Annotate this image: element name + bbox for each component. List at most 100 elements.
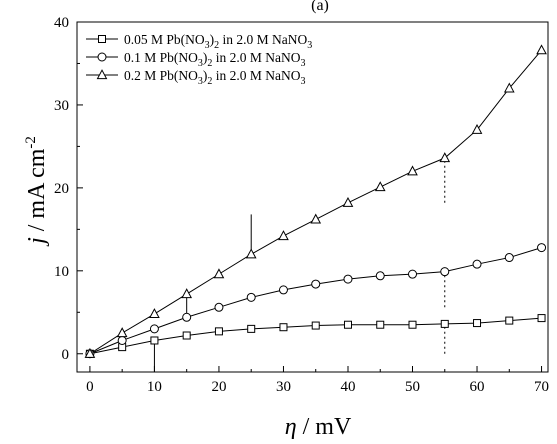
square-marker — [214, 327, 223, 336]
plot-area — [76, 21, 549, 373]
triangle-marker — [536, 44, 547, 55]
legend-text-part: in 2.0 M NaNO — [219, 32, 307, 47]
y-tick-label: 30 — [54, 98, 69, 114]
triangle-marker — [96, 69, 108, 80]
legend-subscript: 2 — [207, 76, 212, 87]
y-tick-label: 0 — [62, 347, 70, 363]
y-axis-unit: / mA cm — [24, 148, 50, 237]
x-axis-title: η / mV — [285, 414, 352, 440]
triangle-marker — [116, 327, 128, 338]
triangle-marker — [149, 308, 160, 319]
circle-marker — [182, 312, 192, 322]
y-axis-symbol: j — [24, 237, 50, 247]
square-marker — [440, 319, 449, 328]
triangle-marker — [181, 288, 193, 299]
legend-subscript: 2 — [207, 58, 212, 69]
circle-marker — [117, 335, 127, 345]
series-2 — [85, 243, 547, 359]
y-tick-label: 20 — [54, 181, 69, 197]
x-tick-label: 60 — [470, 379, 485, 395]
square-marker — [150, 336, 159, 345]
square-marker — [537, 314, 546, 323]
legend-text-part: ) — [203, 50, 208, 65]
legend-subscript: 3 — [198, 58, 203, 69]
plot-frame — [76, 21, 549, 373]
x-tick-label: 40 — [340, 379, 355, 395]
legend-item: 0.2 M Pb(NO3)2 in 2.0 M NaNO3 — [86, 68, 306, 87]
triangle-marker — [245, 248, 257, 259]
square-marker — [279, 323, 288, 332]
y-tick-label: 10 — [54, 264, 69, 280]
legend-subscript: 3 — [301, 76, 306, 87]
square-marker — [376, 320, 385, 329]
legend-label: 0.2 M Pb(NO3)2 in 2.0 M NaNO3 — [124, 68, 306, 87]
x-tick-label: 30 — [276, 379, 291, 395]
square-marker — [408, 320, 417, 329]
circle-marker — [97, 52, 107, 62]
legend-label: 0.05 M Pb(NO3)2 in 2.0 M NaNO3 — [124, 32, 312, 51]
legend-text-part: in 2.0 M NaNO — [212, 50, 300, 65]
circle-marker — [408, 269, 418, 279]
square-marker — [505, 316, 514, 325]
legend-text-part: in 2.0 M NaNO — [212, 68, 300, 83]
x-tick-label: 20 — [211, 379, 226, 395]
legend-subscript: 3 — [301, 58, 306, 69]
triangle-marker — [374, 181, 386, 192]
triangle-marker — [213, 268, 225, 279]
legend-subscript: 3 — [205, 40, 210, 51]
circle-marker — [375, 271, 385, 281]
circle-marker — [246, 292, 256, 302]
y-axis-title: j / mA cm-2 — [23, 136, 50, 247]
legend-subscript: 3 — [198, 76, 203, 87]
triangle-marker — [407, 165, 418, 176]
legend-text-part: 0.2 M Pb(NO — [124, 68, 198, 83]
square-marker — [311, 321, 320, 330]
legend-text-part: 0.05 M Pb(NO — [124, 32, 205, 47]
legend-label: 0.1 M Pb(NO3)2 in 2.0 M NaNO3 — [124, 50, 306, 69]
triangle-marker — [342, 196, 354, 207]
legend-text-part: 0.1 M Pb(NO — [124, 50, 198, 65]
x-axis-symbol: η — [285, 414, 297, 440]
square-marker — [343, 320, 352, 329]
legend-item: 0.1 M Pb(NO3)2 in 2.0 M NaNO3 — [86, 50, 306, 69]
circle-marker — [214, 302, 224, 312]
triangle-marker — [310, 213, 322, 224]
circle-marker — [343, 274, 353, 284]
legend-subscript: 2 — [214, 40, 219, 51]
legend-item: 0.05 M Pb(NO3)2 in 2.0 M NaNO3 — [86, 32, 312, 51]
x-tick-label: 70 — [534, 379, 549, 395]
y-tick-label: 40 — [54, 15, 69, 31]
x-axis-ticks: 0 10 20 30 40 50 60 70 — [86, 366, 549, 395]
circle-marker — [278, 285, 288, 295]
x-axis-unit: / mV — [297, 414, 352, 440]
y-axis-ticks: 0 10 20 30 40 — [54, 15, 83, 363]
triangle-marker — [278, 230, 289, 241]
y-axis-exponent: -2 — [23, 136, 39, 149]
legend-subscript: 3 — [307, 40, 312, 51]
circle-marker — [440, 267, 450, 277]
x-tick-label: 50 — [405, 379, 420, 395]
circle-marker — [504, 253, 514, 263]
circle-marker — [537, 243, 547, 253]
x-tick-label: 0 — [86, 379, 94, 395]
series-line — [89, 49, 542, 355]
circle-marker — [311, 279, 321, 289]
square-marker — [98, 35, 106, 43]
circle-marker — [149, 324, 159, 334]
triangle-marker — [439, 152, 451, 163]
panel-label: (a) — [311, 0, 329, 14]
legend-text-part: ) — [203, 68, 208, 83]
square-marker — [182, 331, 191, 340]
triangle-marker — [503, 82, 515, 93]
square-marker — [473, 319, 482, 328]
x-tick-label: 10 — [147, 379, 162, 395]
series-1 — [85, 314, 546, 358]
legend-text-part: ) — [210, 32, 215, 47]
triangle-marker — [471, 123, 483, 134]
circle-marker — [472, 259, 482, 269]
series-3 — [84, 44, 547, 358]
square-marker — [247, 324, 256, 333]
triangle-marker — [84, 347, 96, 358]
